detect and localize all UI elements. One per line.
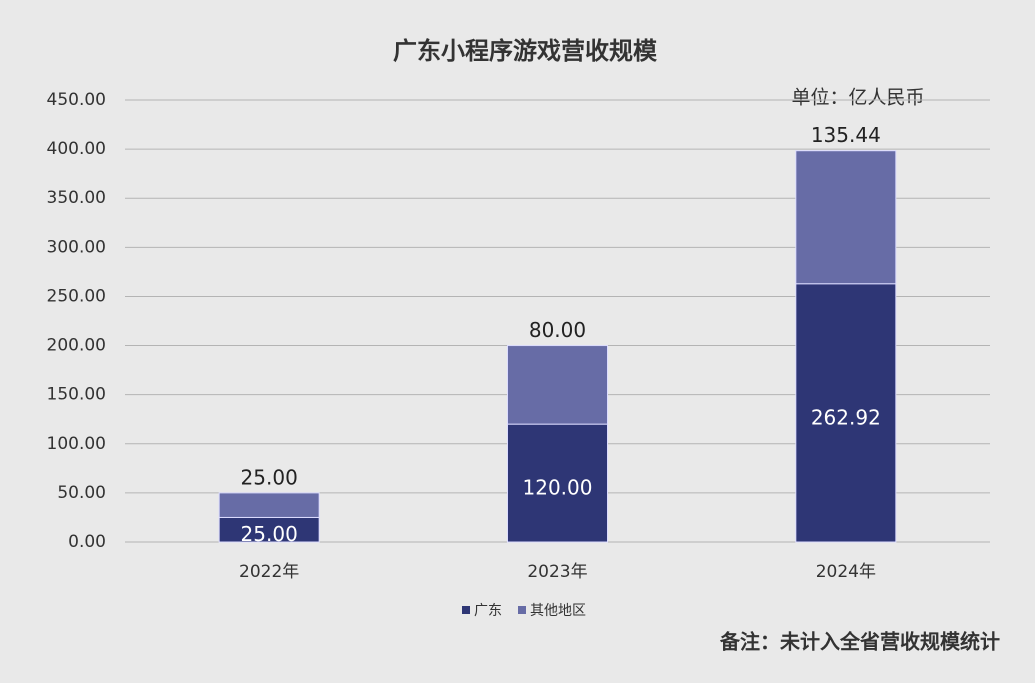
y-tick-label: 100.00 — [47, 434, 106, 454]
y-tick-label: 150.00 — [47, 385, 106, 405]
y-tick-label: 300.00 — [47, 237, 106, 257]
x-tick-label: 2022年 — [239, 562, 299, 582]
data-label: 262.92 — [811, 405, 881, 429]
legend-swatch — [518, 606, 526, 614]
y-tick-label: 250.00 — [47, 286, 106, 306]
data-label: 25.00 — [241, 522, 298, 546]
legend-label: 广东 — [474, 603, 502, 619]
y-tick-label: 400.00 — [47, 139, 106, 159]
data-label: 25.00 — [241, 465, 298, 489]
footnote: 备注：未计入全省营收规模统计 — [719, 630, 1000, 654]
y-tick-label: 50.00 — [57, 483, 106, 503]
bar-segment — [218, 492, 320, 518]
y-tick-label: 450.00 — [47, 90, 106, 110]
y-tick-label: 350.00 — [47, 188, 106, 208]
y-tick-label: 0.00 — [68, 532, 106, 552]
bar-segment — [218, 516, 320, 543]
chart-title: 广东小程序游戏营收规模 — [393, 37, 658, 65]
legend-label: 其他地区 — [530, 603, 586, 619]
bar-segment — [507, 423, 608, 543]
data-label: 120.00 — [523, 476, 593, 500]
x-tick-label: 2024年 — [816, 562, 876, 582]
y-tick-label: 200.00 — [47, 336, 106, 356]
bar-segment — [507, 345, 608, 425]
data-label: 135.44 — [811, 123, 881, 147]
data-label: 80.00 — [529, 318, 586, 342]
x-tick-label: 2023年 — [527, 562, 587, 582]
legend-swatch — [462, 606, 470, 614]
bar-segment — [795, 150, 897, 285]
bar-segment — [795, 283, 897, 543]
unit-note: 单位：亿人民币 — [791, 87, 924, 109]
